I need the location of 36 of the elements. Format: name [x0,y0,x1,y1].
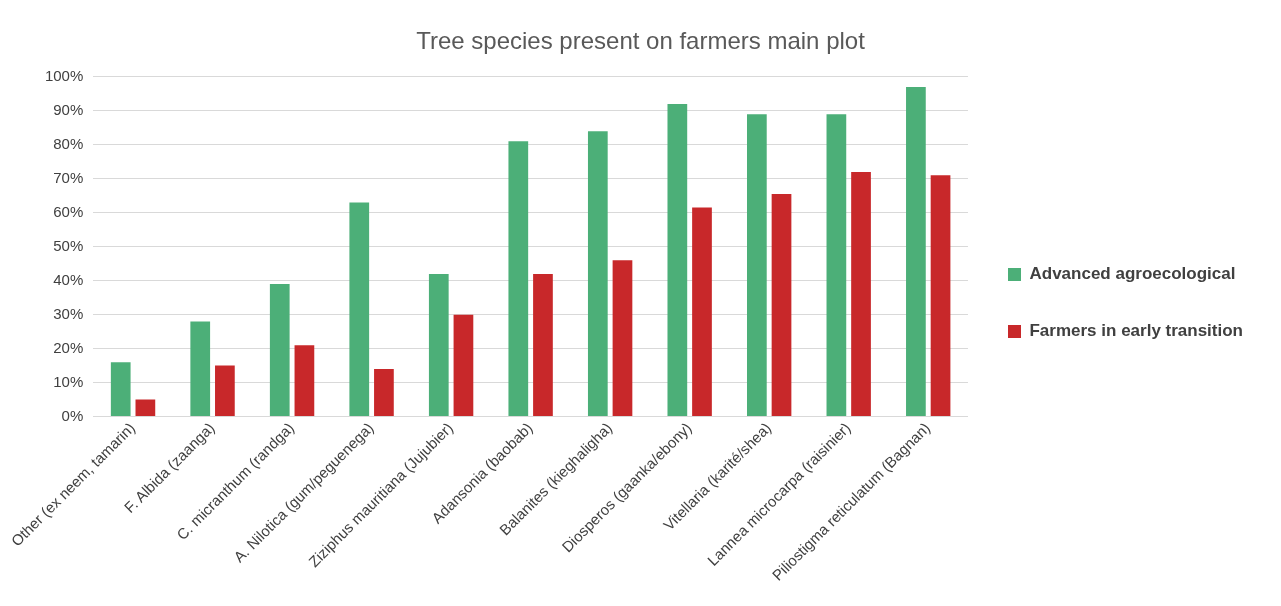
bar [587,131,608,417]
y-tick-label: 0% [61,406,84,424]
y-tick-label: 40% [53,270,84,288]
legend-label: Advanced agroecological [1029,264,1236,284]
y-tick-label: 100% [44,66,84,84]
bar [612,260,633,417]
bar [906,86,926,417]
bar [851,171,871,417]
bar [428,273,449,417]
bar [533,273,553,417]
bar [826,114,847,417]
chart-title: Tree species present on farmers main plot [416,27,866,55]
bar [135,399,156,417]
y-tick-label: 50% [53,236,84,254]
bar [453,314,474,417]
bar [110,362,131,417]
legend-label: Farmers in early transition [1029,321,1244,341]
bar [508,141,529,417]
y-tick-label: 60% [53,202,84,220]
y-tick-label: 70% [53,168,84,186]
bar [930,175,951,417]
bar [771,194,792,417]
y-tick-label: 80% [53,134,84,152]
y-tick-label: 30% [53,304,84,322]
bar [747,114,767,417]
y-tick-label: 10% [53,372,84,390]
y-tick-label: 90% [53,100,84,118]
y-tick-label: 20% [53,338,84,356]
bar [294,345,315,417]
bar [667,103,688,417]
bar [215,365,235,417]
bar [374,369,394,417]
bar [190,321,211,417]
bar [349,202,370,417]
bar [692,207,712,417]
bar [269,284,290,417]
